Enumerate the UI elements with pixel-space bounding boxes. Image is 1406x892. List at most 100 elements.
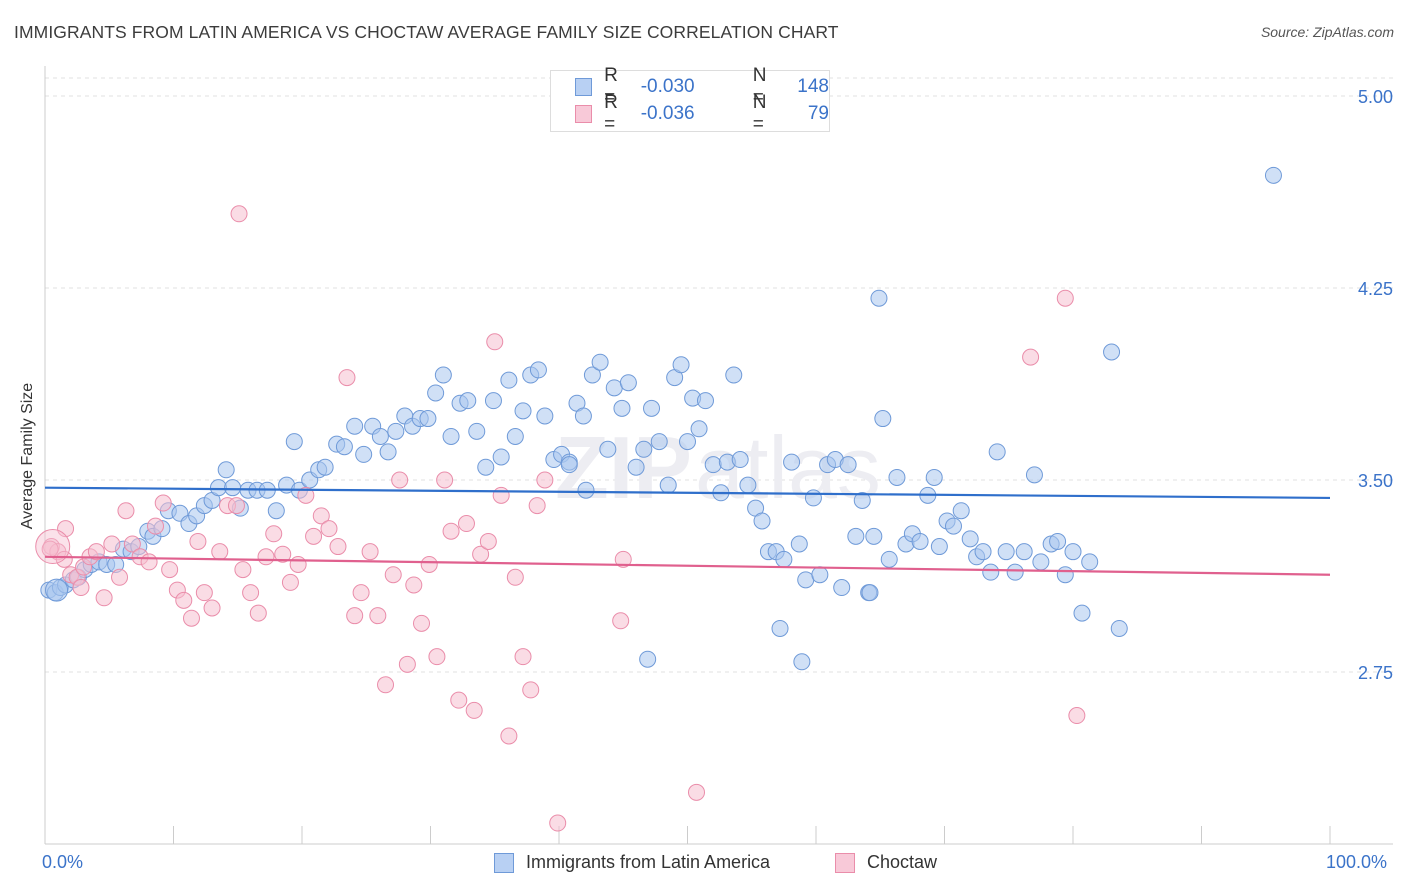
- choctaw-point: [420, 555, 438, 573]
- legend-n-value: 148: [797, 76, 829, 97]
- latin-america-point: [679, 433, 696, 451]
- correlation-legend: R = -0.030 N = 148 R = -0.036 N = 79: [550, 65, 830, 135]
- latin-america-point: [427, 384, 445, 402]
- latin-america-point: [988, 443, 1006, 461]
- choctaw-point: [369, 607, 387, 625]
- latin-america-point: [1064, 543, 1082, 561]
- latin-america-point: [672, 356, 690, 374]
- latin-america-point: [833, 579, 851, 597]
- latin-america-point: [335, 438, 353, 456]
- choctaw-point: [500, 727, 518, 745]
- latin-america-point: [944, 517, 962, 535]
- choctaw-point: [398, 655, 416, 673]
- latin-america-point: [419, 410, 437, 428]
- bottom-legend-swatch-pink: [835, 852, 855, 873]
- choctaw-point: [230, 205, 248, 223]
- choctaw-point: [338, 369, 356, 387]
- choctaw-point: [352, 584, 370, 602]
- latin-america-point: [783, 453, 801, 471]
- choctaw-point: [506, 568, 524, 586]
- y-tick-labels: 2.75 3.50 4.25 5.00: [1358, 87, 1393, 683]
- latin-america-point: [605, 379, 623, 397]
- latin-america-point: [574, 407, 592, 425]
- choctaw-point: [687, 783, 705, 801]
- choctaw-point: [274, 545, 292, 563]
- choctaw-point: [281, 573, 299, 591]
- latin-america-point: [1073, 604, 1091, 622]
- latin-america-point: [459, 392, 477, 410]
- trend-lines: [44, 486, 1331, 576]
- y-tick-label: 2.75: [1358, 663, 1393, 683]
- bottom-legend-choctaw: Choctaw: [835, 852, 937, 873]
- latin-america-point: [870, 289, 888, 307]
- choctaw-point: [514, 648, 532, 666]
- y-tick-label: 5.00: [1358, 87, 1393, 107]
- choctaw-point: [479, 532, 497, 550]
- choctaw-point: [95, 589, 113, 607]
- choctaw-point: [361, 543, 379, 561]
- latin-america-point: [997, 543, 1015, 561]
- choctaw-point: [234, 561, 252, 579]
- latin-america-point: [888, 468, 906, 486]
- source-label: Source: ZipAtlas.com: [1260, 24, 1394, 40]
- legend-n-label: N =: [752, 65, 767, 108]
- latin-america-point: [1049, 532, 1067, 550]
- choctaw-point: [211, 543, 229, 561]
- choctaw-point: [614, 550, 632, 568]
- latin-america-point: [696, 392, 714, 410]
- latin-america-point: [865, 527, 883, 545]
- choctaw-point: [492, 486, 510, 504]
- latin-america-point: [861, 584, 879, 602]
- latin-america-point: [355, 445, 373, 463]
- legend-row-choctaw: R = -0.036 N = 79: [575, 92, 829, 135]
- legend-n-value: 79: [807, 103, 829, 124]
- latin-america-point: [387, 422, 405, 440]
- choctaw-point: [450, 691, 468, 709]
- choctaw-point: [442, 522, 460, 540]
- latin-america-point: [583, 366, 601, 384]
- choctaw-point: [312, 507, 330, 525]
- choctaw-point: [117, 502, 135, 520]
- choctaw-point: [612, 612, 630, 630]
- choctaw-point: [195, 584, 213, 602]
- choctaw-point: [123, 535, 141, 553]
- latin-america-point: [775, 550, 793, 568]
- choctaw-point: [536, 471, 554, 489]
- legend-r-label: R =: [604, 65, 618, 108]
- latin-america-point: [619, 374, 637, 392]
- latin-america-point: [514, 402, 532, 420]
- choctaw-point: [384, 566, 402, 584]
- latin-america-point: [1025, 466, 1043, 484]
- latin-america-point: [217, 461, 235, 479]
- latin-america-point: [753, 512, 771, 530]
- choctaw-point: [35, 529, 71, 565]
- latin-america-point: [639, 650, 657, 668]
- choctaw-point: [72, 579, 90, 597]
- series-choctaw: [35, 205, 1086, 832]
- latin-america-point: [1006, 563, 1024, 581]
- trend-line-choctaw: [44, 555, 1331, 576]
- choctaw-point: [346, 607, 364, 625]
- latin-america-point: [982, 563, 1000, 581]
- legend-r-value: -0.030: [640, 76, 695, 97]
- latin-america-point: [1056, 566, 1074, 584]
- choctaw-point: [297, 486, 315, 504]
- latin-america-point: [1110, 619, 1128, 637]
- latin-america-point: [690, 420, 708, 438]
- latin-america-point: [560, 456, 578, 474]
- latin-america-point: [839, 456, 857, 474]
- latin-america-point: [627, 458, 645, 476]
- x-tick-label-max: 100.0%: [1326, 852, 1388, 872]
- choctaw-point: [528, 497, 546, 515]
- latin-america-point: [790, 535, 808, 553]
- bottom-legend-label: Immigrants from Latin America: [526, 852, 771, 872]
- choctaw-point: [140, 553, 158, 571]
- latin-america-point: [500, 371, 518, 389]
- choctaw-point: [249, 604, 267, 622]
- latin-america-point: [492, 448, 510, 466]
- latin-america-point: [613, 399, 631, 417]
- latin-america-point: [659, 476, 677, 494]
- choctaw-point: [329, 538, 347, 556]
- choctaw-point: [486, 333, 504, 351]
- latin-america-point: [650, 433, 668, 451]
